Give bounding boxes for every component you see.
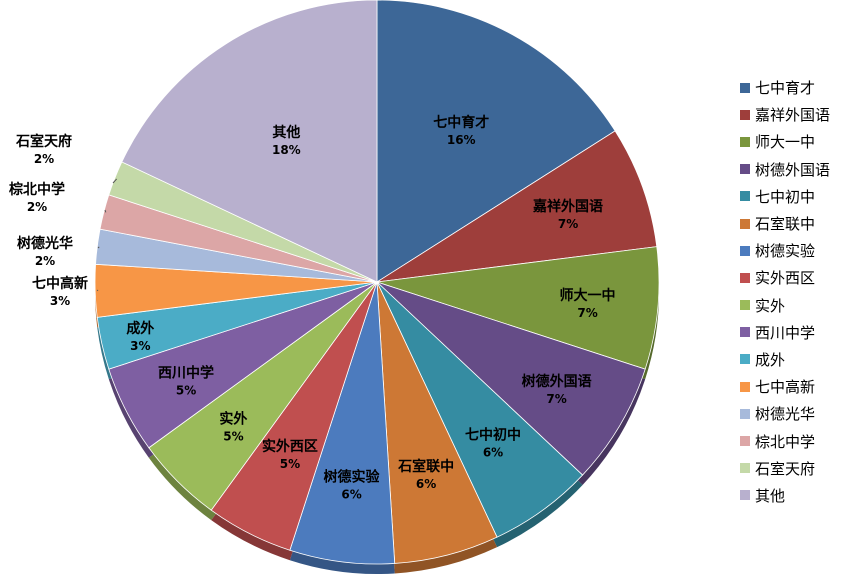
slice-3-value-label: 7% [577,306,597,320]
slice-1-category-label: 七中育才 [433,114,489,131]
legend-item: 实外西区 [740,264,830,291]
slice-4-category-label: 树德外国语 [522,373,592,390]
legend-swatch [740,109,750,120]
slice-11-value-label: 3% [130,339,150,353]
legend-item: 师大一中 [740,128,830,155]
legend-item: 石室天府 [740,455,830,482]
slice-16-category-label: 其他 [272,124,300,141]
slice-2 [376,130,658,283]
slice-7-value-label: 6% [341,487,361,501]
slice-15-leader-line [112,178,118,184]
legend-swatch [740,381,750,392]
slice-10-category-label: 西川中学 [158,364,214,381]
slice-11-category-label: 成外 [126,320,154,337]
legend-swatch [740,354,750,365]
legend-label: 七中初中 [755,187,816,206]
slice-5-category-label: 七中初中 [465,427,521,444]
data-labels: 七中育才 16% 嘉祥外国语 7% 师大一中 7% 树德外国语 7% 七中初中 6% 石室联中 6% 树… [8,114,616,502]
slice-8-category-label: 实外西区 [262,438,318,455]
legend-label: 实外 [755,296,786,315]
legend-label: 师大一中 [755,133,816,152]
slice-4-value-label: 7% [546,392,566,406]
legend-swatch [740,327,750,338]
slice-12-category-label: 七中高新 [32,275,88,292]
legend-label: 树德外国语 [755,160,831,179]
slice-15-category-label: 石室天府 [15,133,72,150]
legend-swatch [740,272,750,283]
legend-label: 成外 [755,350,786,369]
legend-label: 七中育才 [755,79,816,98]
slice-16-value-label: 18% [272,143,301,157]
slice-14-category-label: 棕北中学 [8,181,65,198]
legend-item: 七中高新 [740,373,830,400]
legend-label: 七中高新 [755,378,816,397]
legend-item: 树德实验 [740,237,830,264]
slice-4 [376,281,646,476]
slice-10-value-label: 5% [176,383,196,397]
legend: 七中育才嘉祥外国语师大一中树德外国语七中初中石室联中树德实验实外西区实外西川中学… [740,74,830,509]
legend-label: 嘉祥外国语 [755,106,831,125]
legend-label: 实外西区 [755,269,816,288]
legend-item: 成外 [740,346,830,373]
legend-item: 其他 [740,482,830,509]
slice-13-category-label: 树德光华 [17,235,73,252]
slice-14-leader-line [104,209,107,213]
slice-15-value-label: 2% [34,152,54,166]
legend-item: 石室联中 [740,210,830,237]
slice-7-category-label: 树德实验 [324,468,381,485]
legend-label: 树德光华 [755,405,816,424]
pie-slices [94,0,660,565]
slice-3-category-label: 师大一中 [560,287,616,304]
slice-2-category-label: 嘉祥外国语 [532,198,603,215]
legend-label: 石室天府 [755,459,816,478]
legend-item: 树德外国语 [740,156,830,183]
legend-label: 其他 [755,486,786,505]
slice-12-leader-line [96,289,99,292]
legend-swatch [740,82,750,93]
slice-9-value-label: 5% [223,430,243,444]
slice-13-leader-line [97,246,100,249]
legend-swatch [740,245,750,256]
slice-13-value-label: 2% [35,254,55,268]
legend-label: 西川中学 [755,323,816,342]
legend-item: 七中初中 [740,183,830,210]
legend-item: 西川中学 [740,319,830,346]
slice-14-value-label: 2% [27,200,47,214]
slice-2-value-label: 7% [558,217,578,231]
legend-label: 石室联中 [755,215,816,234]
legend-swatch [740,436,750,447]
legend-label: 棕北中学 [755,432,816,451]
legend-swatch [740,164,750,175]
legend-swatch [740,408,750,419]
legend-item: 嘉祥外国语 [740,101,830,128]
legend-label: 树德实验 [755,242,816,261]
legend-swatch [740,191,750,202]
legend-item: 棕北中学 [740,427,830,454]
slice-1-value-label: 16% [447,133,476,147]
legend-swatch [740,136,750,147]
legend-swatch [740,300,750,311]
slice-3 [376,246,660,370]
slice-5-value-label: 6% [483,446,503,460]
legend-swatch [740,463,750,474]
slice-16 [121,0,378,283]
legend-item: 树德光华 [740,400,830,427]
legend-item: 实外 [740,292,830,319]
slice-6-category-label: 石室联中 [397,458,454,475]
leader-lines [96,178,118,292]
legend-swatch [740,218,750,229]
slice-8-value-label: 5% [280,457,300,471]
slice-12-value-label: 3% [50,294,70,308]
slice-6-value-label: 6% [416,477,436,491]
legend-item: 七中育才 [740,74,830,101]
slice-1 [376,0,616,283]
legend-swatch [740,490,750,501]
slice-9-category-label: 实外 [219,411,247,428]
